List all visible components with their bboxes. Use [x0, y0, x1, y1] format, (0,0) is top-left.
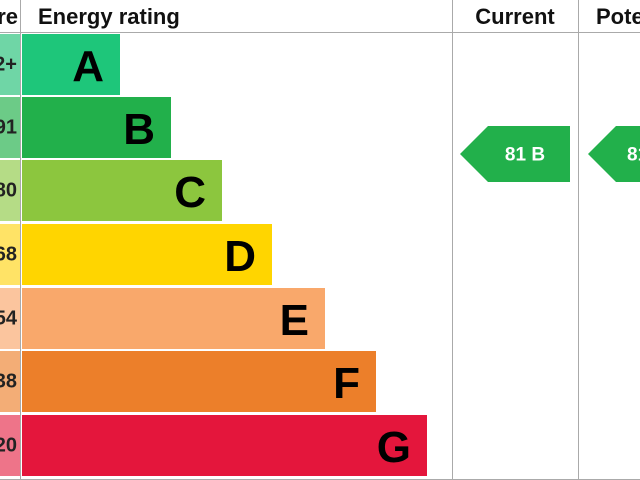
potential-header: Potential — [596, 4, 640, 29]
score-range: 92+ — [0, 54, 17, 76]
rating-header: Energy rating — [38, 4, 180, 29]
band-bar — [22, 160, 222, 221]
score-cell — [0, 351, 20, 412]
band-bar — [22, 34, 120, 95]
band-bar — [22, 415, 427, 476]
score-cell — [0, 160, 20, 221]
band-bar — [22, 351, 376, 412]
band-letter: D — [224, 232, 256, 281]
band-bar — [22, 224, 272, 285]
bands: 92+ A 81-91 B 69-80 C 55-68 D 39-54 E 21-38 F 1-20 G — [0, 34, 427, 476]
current-rating: 81 B — [505, 145, 545, 166]
score-header: Score — [0, 4, 18, 29]
band-letter: B — [123, 105, 155, 154]
score-range: 69-80 — [0, 180, 17, 202]
band-bar — [22, 288, 325, 349]
score-cell — [0, 224, 20, 285]
score-cell — [0, 97, 20, 158]
score-range: 55-68 — [0, 244, 17, 266]
potential-rating: 81 B — [627, 145, 640, 166]
band-letter: E — [280, 296, 309, 345]
band-bar — [22, 97, 171, 158]
band-letter: C — [174, 168, 206, 217]
score-range: 21-38 — [0, 371, 17, 393]
score-range: 1-20 — [0, 435, 17, 457]
score-range: 39-54 — [0, 308, 18, 330]
score-cell — [0, 288, 20, 349]
current-header: Current — [475, 4, 555, 29]
band-letter: G — [377, 423, 411, 472]
band-letter: A — [72, 42, 104, 91]
score-range: 81-91 — [0, 117, 17, 139]
score-cell — [0, 34, 20, 95]
potential-arrow — [588, 126, 640, 182]
band-letter: F — [333, 359, 360, 408]
current-arrow — [460, 126, 570, 182]
score-cell — [0, 415, 20, 476]
